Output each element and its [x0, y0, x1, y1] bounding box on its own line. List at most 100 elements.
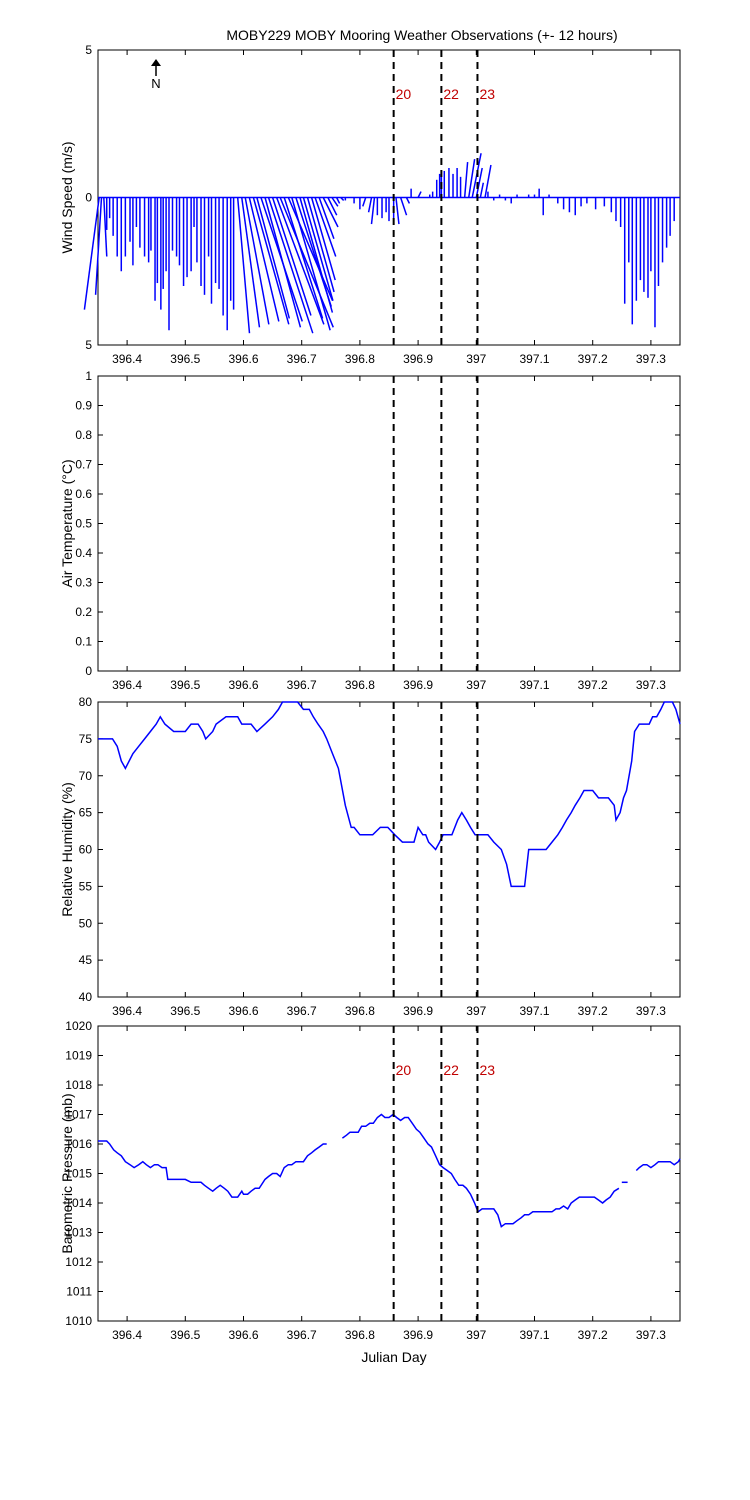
- wind-vector: [83, 197, 100, 310]
- wind-vector: [256, 197, 291, 319]
- north-arrow-head: [151, 59, 161, 66]
- event-marker-label: 22: [443, 86, 459, 102]
- y-tick-label: 0.7: [75, 458, 92, 472]
- y-tick-label: 50: [79, 916, 93, 930]
- x-tick-label: 397.1: [519, 1328, 549, 1342]
- y-tick-label: 0.3: [75, 576, 92, 590]
- x-tick-label: 397.3: [636, 678, 666, 692]
- wind-vector: [248, 197, 280, 322]
- x-axis-label: Julian Day: [361, 1349, 426, 1365]
- y-tick-label: 1015: [65, 1167, 92, 1181]
- x-tick-label: 397: [466, 1004, 486, 1018]
- wind-vector: [94, 197, 103, 295]
- y-tick-label: 75: [79, 732, 93, 746]
- y-tick-label: 1018: [65, 1078, 92, 1092]
- wind-vector: [367, 197, 373, 213]
- wind-vector: [287, 197, 334, 302]
- y-tick-label: 1020: [65, 1019, 92, 1033]
- wind-vector: [331, 197, 339, 207]
- y-tick-label: 0: [85, 191, 92, 205]
- y-tick-label: 1: [85, 369, 92, 383]
- y-tick-label: 0.6: [75, 487, 92, 501]
- event-marker-label: 22: [443, 1062, 459, 1078]
- x-tick-label: 396.9: [403, 352, 433, 366]
- wind-vector: [299, 197, 334, 313]
- y-tick-label: 1011: [66, 1285, 92, 1299]
- x-tick-label: 396.7: [287, 1328, 317, 1342]
- x-tick-label: 396.4: [112, 678, 142, 692]
- event-marker-label: 23: [479, 86, 495, 102]
- y-tick-label: 5: [85, 338, 92, 352]
- y-tick-label: 55: [79, 879, 93, 893]
- wind-vector: [283, 197, 324, 319]
- wind-vector: [327, 197, 338, 216]
- wind-vector: [291, 197, 331, 331]
- x-tick-label: 396.7: [287, 352, 317, 366]
- wind-vector: [306, 197, 335, 293]
- wind-vector: [279, 197, 334, 328]
- y-tick-label: 5: [85, 43, 92, 57]
- y-tick-label: 1012: [65, 1255, 92, 1269]
- x-tick-label: 396.6: [228, 678, 258, 692]
- x-tick-label: 397.1: [519, 352, 549, 366]
- x-tick-label: 396.6: [228, 1328, 258, 1342]
- x-tick-label: 396.6: [228, 1004, 258, 1018]
- wind-vector: [275, 197, 325, 325]
- x-tick-label: 397.1: [519, 1004, 549, 1018]
- y-tick-label: 1014: [65, 1196, 92, 1210]
- y-tick-label: 40: [79, 990, 93, 1004]
- x-tick-label: 396.4: [112, 352, 142, 366]
- y-tick-label: 0.1: [75, 635, 92, 649]
- x-tick-label: 397.3: [636, 1004, 666, 1018]
- wind-vector: [264, 197, 302, 328]
- wind-vector: [340, 196, 345, 201]
- x-tick-label: 396.9: [403, 678, 433, 692]
- y-tick-label: 1010: [65, 1314, 92, 1328]
- x-tick-label: 396.9: [403, 1004, 433, 1018]
- wind-vector: [475, 167, 483, 198]
- chart-panel-3: 396.4 396.5 396.6 396.7 396.8 396.9 397 397.1 39…: [59, 695, 681, 1018]
- y-tick-label: 45: [79, 953, 93, 967]
- event-marker-label: 23: [479, 1062, 495, 1078]
- wind-vector: [463, 162, 469, 198]
- wind-vector: [467, 159, 476, 198]
- wind-vector: [271, 197, 312, 316]
- chart-panel-1: 396.4 396.5 396.6 396.7 396.8 396.9 397 397.1 39…: [59, 43, 681, 366]
- y-axis-label: Air Temperature (°C): [59, 459, 75, 587]
- x-tick-label: 396.6: [228, 352, 258, 366]
- wind-vector: [267, 197, 314, 334]
- plot-frame: [97, 375, 681, 672]
- y-tick-label: 0.5: [75, 517, 92, 531]
- x-tick-label: 397: [466, 1328, 486, 1342]
- x-tick-label: 396.7: [287, 678, 317, 692]
- wind-vector: [335, 197, 341, 204]
- y-tick-label: 0.8: [75, 428, 92, 442]
- wind-vector: [318, 197, 335, 240]
- plot-frame: [97, 701, 681, 998]
- y-tick-label: 0.2: [75, 605, 92, 619]
- x-tick-label: 397.2: [578, 1328, 608, 1342]
- wind-vector: [241, 197, 261, 328]
- y-tick-label: 65: [79, 806, 93, 820]
- x-tick-label: 396.8: [345, 352, 375, 366]
- y-axis-label: Wind Speed (m/s): [59, 141, 75, 253]
- chart-panel-4: 396.4 396.5 396.6 396.7 396.8 396.9 397 397.1 39…: [59, 1019, 681, 1342]
- event-marker-label: 20: [396, 86, 412, 102]
- y-tick-label: 1019: [65, 1049, 92, 1063]
- plot-frame: [97, 1025, 681, 1322]
- wind-vector: [244, 197, 270, 325]
- data-series-line: [98, 701, 681, 888]
- x-tick-label: 397.2: [578, 1004, 608, 1018]
- x-tick-label: 396.5: [170, 1328, 200, 1342]
- x-tick-label: 397.2: [578, 678, 608, 692]
- wind-vector: [103, 197, 108, 257]
- wind-vector: [314, 197, 337, 257]
- x-tick-label: 396.8: [345, 1328, 375, 1342]
- wind-vector: [370, 197, 376, 225]
- x-tick-label: 396.9: [403, 1328, 433, 1342]
- wind-vector: [405, 197, 411, 204]
- y-tick-label: 1013: [65, 1226, 92, 1240]
- wind-vector: [399, 197, 408, 216]
- data-series-line: [635, 1158, 681, 1172]
- y-axis-label: Barometric Pressure (mb): [59, 1093, 75, 1253]
